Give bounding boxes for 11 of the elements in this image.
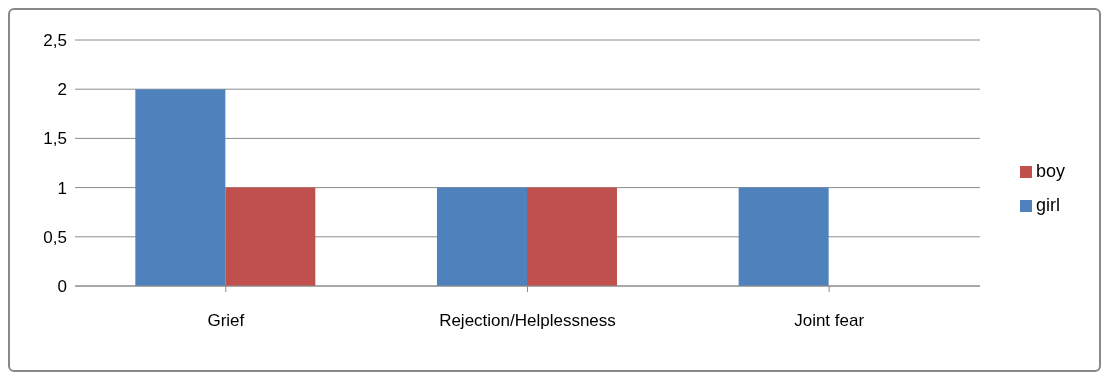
- x-tick-label: Grief: [207, 311, 245, 331]
- x-tick-label: Joint fear: [794, 311, 865, 331]
- x-tick-label: Rejection/Helplessness: [439, 311, 616, 331]
- y-tick-label: 2: [57, 80, 67, 100]
- legend-label: boy: [1035, 161, 1065, 181]
- legend-label: girl: [1035, 195, 1060, 215]
- y-tick-label: 2,5: [43, 31, 67, 51]
- y-tick-label: 0,5: [43, 227, 67, 247]
- y-tick-label: 0: [57, 277, 67, 297]
- y-tick-label: 1: [57, 178, 67, 198]
- y-tick-label: 1,5: [43, 129, 67, 149]
